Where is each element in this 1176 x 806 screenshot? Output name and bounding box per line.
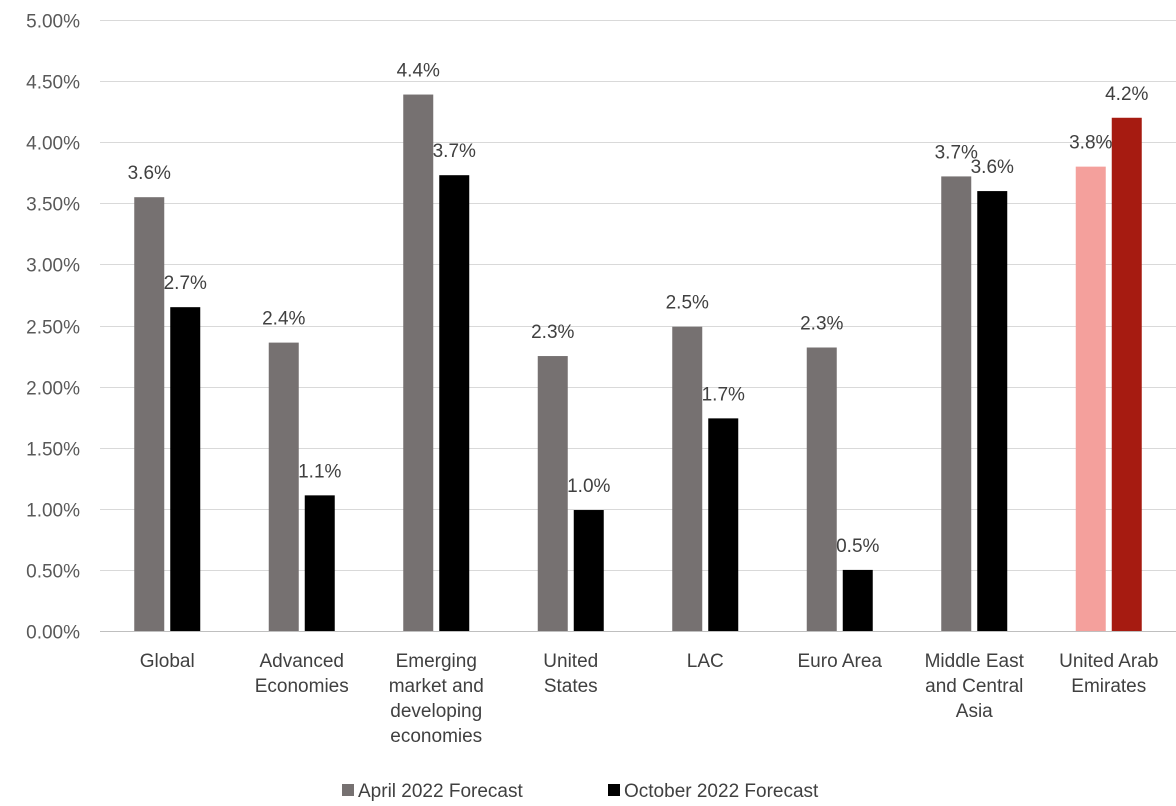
bar-october bbox=[708, 418, 739, 631]
y-tick-label: 2.00% bbox=[26, 379, 80, 400]
bar-april bbox=[268, 342, 299, 631]
category-label: United States bbox=[543, 651, 598, 697]
data-label: 2.7% bbox=[164, 273, 207, 294]
data-label: 1.1% bbox=[298, 461, 341, 482]
y-tick-label: 1.00% bbox=[26, 501, 80, 522]
bar-april bbox=[672, 326, 703, 631]
category-label: Middle East and Central Asia bbox=[925, 651, 1025, 722]
data-label: 4.2% bbox=[1105, 84, 1148, 105]
data-label: 2.4% bbox=[262, 309, 305, 330]
category-label: Euro Area bbox=[798, 651, 883, 672]
category-label: Advanced Economies bbox=[255, 651, 349, 697]
legend: April 2022 Forecast October 2022 Forecas… bbox=[342, 781, 819, 802]
y-tick-label: 4.00% bbox=[26, 134, 80, 155]
data-label: 1.7% bbox=[702, 384, 745, 405]
y-tick-label: 0.50% bbox=[26, 562, 80, 583]
bar-april bbox=[537, 356, 568, 631]
bar-october bbox=[170, 307, 201, 631]
bar-october bbox=[304, 495, 335, 631]
bar-october bbox=[1111, 117, 1142, 631]
y-tick-label: 3.00% bbox=[26, 256, 80, 277]
category-label: Global bbox=[140, 651, 195, 672]
data-label: 3.8% bbox=[1069, 133, 1112, 154]
data-label: 0.5% bbox=[836, 536, 879, 557]
data-label: 1.0% bbox=[567, 476, 610, 497]
bar-april bbox=[1075, 166, 1106, 631]
bar-october bbox=[842, 569, 873, 631]
bar-april bbox=[941, 176, 972, 631]
bar-april bbox=[403, 94, 434, 632]
legend-swatch-april bbox=[342, 784, 354, 796]
y-tick-label: 2.50% bbox=[26, 318, 80, 339]
y-tick-label: 5.00% bbox=[26, 12, 80, 33]
data-label: 4.4% bbox=[397, 61, 440, 82]
bars bbox=[134, 94, 1142, 632]
data-label: 2.5% bbox=[666, 293, 709, 314]
legend-label-october: October 2022 Forecast bbox=[624, 781, 819, 802]
bar-april bbox=[806, 347, 837, 631]
category-label: Emerging market and developing economies bbox=[389, 651, 484, 747]
bar-april bbox=[134, 197, 165, 631]
data-label: 3.6% bbox=[971, 157, 1014, 178]
category-label: United Arab Emirates bbox=[1059, 651, 1158, 697]
data-label: 2.3% bbox=[800, 313, 843, 334]
legend-swatch-october bbox=[608, 784, 620, 796]
data-label: 3.7% bbox=[935, 142, 978, 163]
data-label: 3.7% bbox=[433, 141, 476, 162]
data-label: 2.3% bbox=[531, 322, 574, 343]
y-tick-label: 3.50% bbox=[26, 195, 80, 216]
bar-october bbox=[439, 175, 470, 631]
bar-october bbox=[977, 191, 1008, 631]
y-tick-label: 4.50% bbox=[26, 73, 80, 94]
category-label: LAC bbox=[687, 651, 724, 672]
y-tick-label: 0.00% bbox=[26, 623, 80, 644]
bar-october bbox=[573, 510, 604, 631]
legend-label-april: April 2022 Forecast bbox=[358, 781, 523, 802]
data-labels: 3.6% 2.4% 4.4% 2.3% 2.5% 2.3% 3.7% 3.8% 2.7% 1.1%… bbox=[128, 61, 1149, 557]
y-tick-label: 1.50% bbox=[26, 440, 80, 461]
category-labels: Global Advanced Economies Emerging market an… bbox=[140, 651, 1159, 747]
y-axis-tick-labels: 0.00% 0.50% 1.00% 1.50% 2.00% 2.50% 3.00% 3.50%… bbox=[26, 12, 80, 644]
data-label: 3.6% bbox=[128, 163, 171, 184]
